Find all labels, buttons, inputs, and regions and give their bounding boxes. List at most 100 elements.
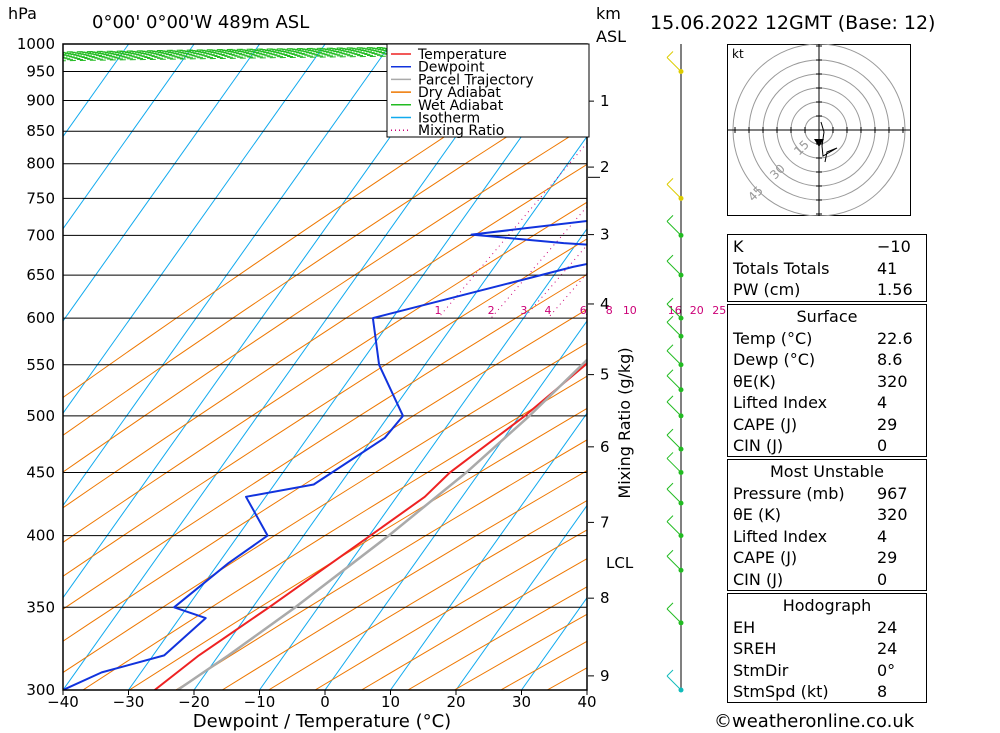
pressure-tick-label: 700 <box>26 226 55 244</box>
km-tick-label: 5 <box>600 366 610 384</box>
mixing-ratio-label: 16 <box>668 304 682 317</box>
pressure-tick-label: 350 <box>26 598 55 616</box>
mixing-ratio-label: 20 <box>690 304 704 317</box>
hodograph-unit: kt <box>732 47 744 61</box>
table-row: Dewp (°C) 8.6 <box>733 350 903 369</box>
table-row: CAPE (J) 29 <box>733 548 898 567</box>
dry-adiabat-line <box>63 201 587 543</box>
wind-barb <box>666 675 682 691</box>
wind-barb <box>666 375 682 391</box>
wind-barb-flag <box>666 254 674 262</box>
dry-adiabat-line <box>129 407 587 690</box>
table-row: CIN (J) 0 <box>733 436 888 455</box>
table-row: StmSpd (kt) 8 <box>733 682 888 701</box>
table-row: θE (K) 320 <box>733 505 908 524</box>
x-tick-label: 40 <box>577 693 596 711</box>
pressure-tick-label: 1000 <box>17 35 55 53</box>
wet-adiabat-line <box>63 45 587 54</box>
table-row: Totals Totals 41 <box>733 258 898 278</box>
isotherm-line <box>63 44 523 690</box>
wet-adiabat-line <box>63 45 587 54</box>
isotherm-line <box>455 504 587 690</box>
table-row: Lifted Index 4 <box>733 526 888 546</box>
wind-barb <box>666 57 682 72</box>
x-axis-title: Dewpoint / Temperature (°C) <box>193 711 451 732</box>
wind-barb-flag <box>666 395 674 403</box>
wind-barb <box>666 434 682 450</box>
datetime-title: 15.06.2022 12GMT (Base: 12) <box>650 12 936 34</box>
legend-label: Temperature <box>417 47 507 63</box>
km-tick-label: 7 <box>600 513 610 531</box>
x-tick-label: −10 <box>244 693 276 711</box>
table-row: CIN (J) 0 <box>733 569 888 589</box>
pressure-tick-label: 850 <box>26 122 55 140</box>
km-tick-label: 3 <box>600 226 610 244</box>
mixing-ratio-axis-title: Mixing Ratio (g/kg) <box>615 347 634 498</box>
wind-barb-flag <box>666 482 674 490</box>
table-row: CAPE (J) 29 <box>733 414 898 434</box>
km-tick-label: 6 <box>600 438 610 456</box>
dry-adiabat-line <box>63 308 587 642</box>
wind-barb-flag <box>666 215 674 222</box>
pressure-tick-label: 600 <box>26 309 55 327</box>
table-row: EH 24 <box>733 617 898 637</box>
wet-adiabat-line <box>63 47 587 56</box>
dry-adiabat-line <box>82 375 587 690</box>
wind-barb <box>666 608 682 624</box>
km-tick-label: 9 <box>600 667 610 685</box>
wind-barb-flag <box>666 452 674 459</box>
hodograph: kt 15 30 45 <box>727 44 911 216</box>
table-row: θE(K) 320 <box>733 371 908 391</box>
mixing-ratio-label: 6 <box>580 304 587 317</box>
hodograph-table: Hodograph EH 24 SREH 24 StmDir 0° StmSpd (k… <box>727 593 927 703</box>
isotherm-line <box>193 135 587 690</box>
km-tick-label: 4 <box>600 295 610 313</box>
x-tick-label: −40 <box>47 693 79 711</box>
x-tick-label: −20 <box>178 693 210 711</box>
wind-barb <box>666 458 682 473</box>
parcel-trajectory-line <box>176 358 587 690</box>
dewpoint-line <box>63 219 587 690</box>
copyright-link[interactable]: ©weatheronline.co.uk <box>714 711 915 732</box>
indices-table: K −10 Totals Totals 41 PW (cm) 1.56 <box>727 234 927 302</box>
wind-barb <box>666 488 682 504</box>
lcl-label: LCL <box>606 554 634 572</box>
isotherm-line <box>63 44 326 415</box>
km-tick-label: 1 <box>600 92 610 110</box>
dry-adiabat-line <box>175 439 587 690</box>
table-row: PW (cm) 1.56 <box>733 280 913 299</box>
pressure-tick-label: 550 <box>26 356 55 374</box>
table-row: Pressure (mb) 967 <box>733 483 908 503</box>
mixing-ratio-label: 2 <box>488 304 495 317</box>
wind-barb-flag <box>666 51 674 58</box>
x-tick-label: 10 <box>381 693 400 711</box>
storm-motion-marker <box>814 139 824 147</box>
table-row: Lifted Index 4 <box>733 393 888 412</box>
wind-barb-flag <box>666 369 674 377</box>
wind-barb <box>666 303 682 319</box>
isotherm-line <box>63 44 195 230</box>
legend-label: Dewpoint <box>418 60 485 76</box>
hodograph-trace <box>820 121 838 163</box>
wind-barb <box>666 521 682 536</box>
legend-label: Parcel Trajectory <box>418 72 534 88</box>
x-tick-label: 0 <box>320 693 330 711</box>
x-tick-label: 20 <box>446 693 465 711</box>
dry-adiabat-line <box>63 44 587 399</box>
wind-barb <box>666 401 682 417</box>
wind-barb-flag <box>666 428 674 436</box>
table-row: K −10 <box>733 237 911 256</box>
most-unstable-table: Most Unstable Pressure (mb) 967 θE (K) 320… <box>727 459 927 591</box>
pressure-tick-label: 400 <box>26 527 55 545</box>
legend-label: Wet Adiabat <box>418 98 504 114</box>
hodograph-title: Hodograph <box>782 596 872 615</box>
wind-barb-flag <box>666 549 674 557</box>
pressure-tick-label: 750 <box>26 189 55 207</box>
wind-barb-flag <box>666 297 674 305</box>
mixing-ratio-label: 8 <box>606 304 613 317</box>
x-tick-label: 30 <box>512 693 531 711</box>
most-unstable-title: Most Unstable <box>770 462 884 481</box>
isotherm-line <box>390 412 587 690</box>
surface-table: Surface Temp (°C) 22.6 Dewp (°C) 8.6 θE(K)… <box>727 304 927 457</box>
